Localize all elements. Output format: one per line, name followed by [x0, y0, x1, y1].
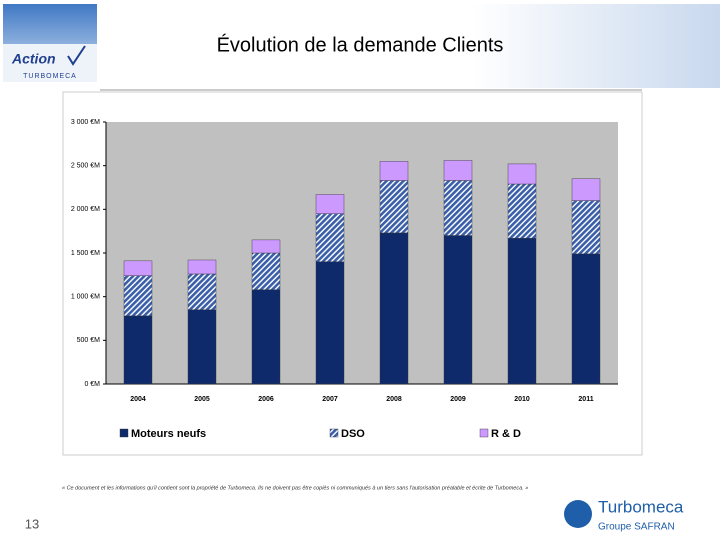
bar-segment: [379, 161, 409, 181]
page-number: 13: [25, 516, 39, 531]
logo-brand: TURBOMECA: [23, 73, 77, 80]
x-tick-label: 2008: [386, 396, 402, 403]
bar-segment: [507, 163, 537, 185]
legend-swatch: [479, 428, 489, 438]
bar-segment: [315, 261, 345, 385]
bar-segment: [187, 309, 217, 385]
x-tick-label: 2011: [578, 396, 593, 403]
y-tick-label: 2 500 €M: [71, 163, 100, 170]
bar-segment: [187, 259, 217, 275]
y-tick-label: 2 000 €M: [71, 206, 100, 213]
legend-swatch: [119, 428, 129, 438]
bar-segment: [379, 232, 409, 385]
x-tick-label: 2004: [130, 396, 146, 403]
brand-group: Groupe SAFRAN: [598, 522, 675, 533]
brand-mark: [564, 500, 592, 528]
logo-check: [67, 45, 86, 66]
y-tick-label: 1 500 €M: [71, 250, 100, 257]
bar-segment: [443, 235, 473, 385]
y-tick-label: 500 €M: [77, 337, 101, 344]
bar-segment: [379, 180, 409, 234]
x-tick-label: 2010: [514, 396, 530, 403]
legend-label: R & D: [491, 428, 521, 440]
y-tick-label: 0 €M: [84, 381, 100, 388]
bar-segment: [251, 239, 281, 254]
bar-segment: [443, 160, 473, 181]
bar-segment: [507, 183, 537, 239]
bar-segment: [507, 237, 537, 385]
header-band: [100, 4, 720, 88]
bar-segment: [123, 275, 153, 317]
footer-notice: « Ce document et les informations qu'il …: [62, 485, 528, 491]
bar-segment: [187, 273, 217, 310]
x-tick-label: 2005: [194, 396, 210, 403]
x-tick-label: 2009: [450, 396, 466, 403]
bar-segment: [571, 200, 601, 255]
bar-segment: [315, 213, 345, 262]
legend-label: DSO: [341, 428, 365, 440]
bar-segment: [251, 252, 281, 290]
plot-area: [106, 122, 618, 384]
bar-segment: [123, 260, 153, 276]
bar-segment: [571, 178, 601, 201]
slide-title: Évolution de la demande Clients: [217, 33, 504, 56]
legend-label: Moteurs neufs: [131, 428, 206, 440]
legend-swatch: [329, 428, 339, 438]
y-tick-label: 3 000 €M: [71, 119, 100, 126]
x-tick-label: 2007: [322, 396, 338, 403]
y-tick-label: 1 000 €M: [71, 294, 100, 301]
bar-segment: [315, 194, 345, 214]
bar-segment: [251, 289, 281, 385]
x-tick-label: 2006: [258, 396, 274, 403]
bar-segment: [571, 253, 601, 385]
bar-segment: [443, 180, 473, 236]
bar-segment: [123, 315, 153, 385]
brand-name: Turbomeca: [598, 497, 684, 516]
logo-text: Action: [11, 51, 56, 67]
